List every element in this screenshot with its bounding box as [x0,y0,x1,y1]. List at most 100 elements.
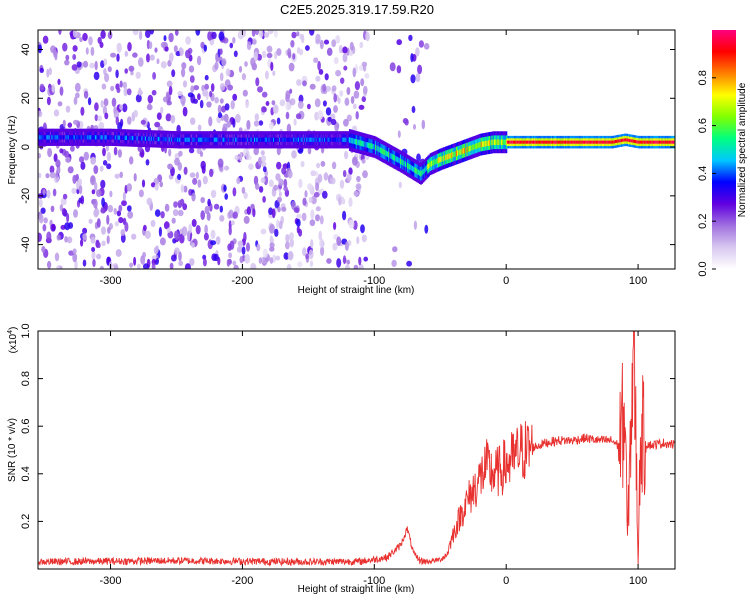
ridge-core [201,137,204,142]
noise-speck [352,156,358,166]
noise-speck [342,46,348,54]
ridge-core [593,140,596,144]
noise-speck [104,73,110,83]
noise-speck [320,160,326,167]
noise-speck [348,50,353,56]
noise-speck [204,74,209,81]
ridge-core [455,150,458,157]
ridge-core [547,140,549,144]
noise-speck [114,221,119,227]
noise-speck [263,175,269,186]
noise-speck [339,90,344,97]
noise-speck [318,230,323,241]
noise-speck [143,263,149,269]
ridge-core [356,139,358,145]
noise-speck [187,231,191,242]
noise-speck [103,98,109,107]
ridge-core [651,140,654,144]
ridge-core [518,140,521,144]
noise-speck [150,182,156,188]
ridge-core [476,143,478,149]
noise-speck [241,186,246,194]
ridge-core [408,163,410,170]
noise-speck [346,114,352,122]
noise-speck [333,105,338,113]
noise-speck [38,152,42,159]
noise-speck [261,106,267,113]
noise-speck [64,236,68,243]
ridge-core [400,158,402,165]
ridge-core [584,140,586,144]
noise-speck [75,92,80,99]
noise-speck [128,65,135,72]
ridge-core [612,140,615,144]
ridge-core [383,149,385,155]
ridge-core [504,139,507,145]
ridge-core [493,139,496,145]
ridge-core [162,137,165,142]
ridge-core [281,137,283,142]
ridge-core [65,135,67,140]
noise-speck [411,105,416,114]
noise-speck [219,83,226,91]
ridge-core [511,140,514,144]
noise-speck [305,253,309,260]
x-tick-label: 100 [629,575,647,587]
ridge-core [200,137,203,142]
ridge-core [192,137,194,142]
noise-speck [256,243,261,252]
ridge-core [349,137,351,143]
noise-speck [138,30,143,40]
ridge-core [570,140,573,144]
noise-speck [203,44,207,52]
ridge-core [394,155,396,161]
ridge-core [181,137,184,142]
ridge-core [293,137,295,142]
ridge-core [153,136,155,141]
spectrogram-y-ticks: -40 -20 0 20 40 [20,43,675,253]
ridge-core [421,170,423,176]
noise-speck [317,110,324,120]
snr-y-label: SNR (10 * v/v) [7,418,18,482]
ridge-core [441,156,444,162]
noise-speck [152,72,157,80]
noise-speck [174,157,180,166]
noise-speck [71,187,77,194]
ridge-core [302,137,305,142]
noise-speck [221,58,227,67]
ridge-core [141,136,143,141]
ridge-core [168,137,171,142]
noise-speck [50,223,56,232]
ridge-core [270,137,273,142]
ridge-core [226,137,229,142]
noise-speck [206,211,211,221]
ridge-core [288,137,290,142]
ridge-core [248,137,250,142]
ridge-core [576,140,579,144]
noise-speck [276,48,282,56]
noise-speck [417,64,423,75]
noise-speck [246,242,250,252]
ridge-core [85,135,88,140]
noise-speck [83,90,89,99]
noise-speck [54,252,60,262]
colorbar-tick-label: 0.6 [697,118,709,133]
x-tick-label: 100 [629,275,647,287]
ridge-core [371,143,374,150]
ridge-core [57,135,59,140]
ridge-core [363,141,365,147]
ridge-core [604,140,606,144]
ridge-core [227,137,230,142]
ridge-core [663,140,666,144]
ridge-core [320,137,323,142]
ridge-core [104,135,107,140]
noise-speck [59,148,64,154]
noise-speck [243,231,247,242]
noise-speck [183,166,188,175]
ridge-core [559,140,561,144]
ridge-core [601,140,604,144]
noise-speck [101,240,106,247]
ridge-core [417,169,420,175]
noise-speck [259,30,264,38]
noise-speck [49,165,55,174]
